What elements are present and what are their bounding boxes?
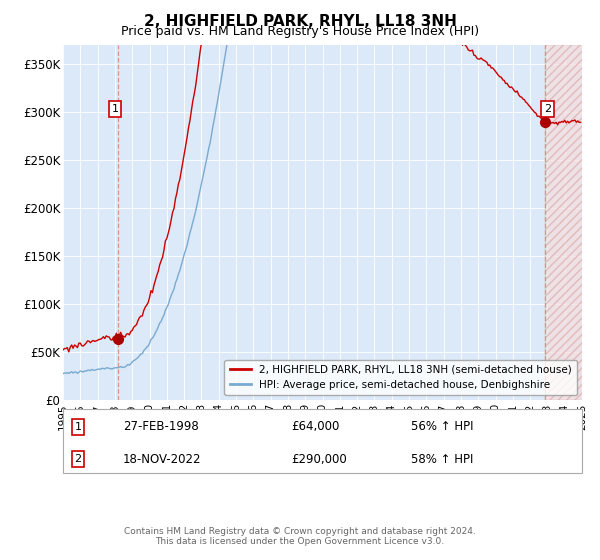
Text: £290,000: £290,000 [291, 452, 347, 465]
Text: Contains HM Land Registry data © Crown copyright and database right 2024.
This d: Contains HM Land Registry data © Crown c… [124, 526, 476, 546]
Text: £64,000: £64,000 [291, 421, 340, 433]
Text: 2, HIGHFIELD PARK, RHYL, LL18 3NH: 2, HIGHFIELD PARK, RHYL, LL18 3NH [143, 14, 457, 29]
Text: 58% ↑ HPI: 58% ↑ HPI [411, 452, 473, 465]
Text: Price paid vs. HM Land Registry's House Price Index (HPI): Price paid vs. HM Land Registry's House … [121, 25, 479, 38]
Text: 1: 1 [112, 104, 119, 114]
Bar [545, 45, 590, 400]
Text: 27-FEB-1998: 27-FEB-1998 [123, 421, 199, 433]
Text: 1: 1 [74, 422, 82, 432]
Text: 18-NOV-2022: 18-NOV-2022 [123, 452, 202, 465]
Legend: 2, HIGHFIELD PARK, RHYL, LL18 3NH (semi-detached house), HPI: Average price, sem: 2, HIGHFIELD PARK, RHYL, LL18 3NH (semi-… [224, 360, 577, 395]
Text: 2: 2 [74, 454, 82, 464]
Text: 2: 2 [544, 104, 551, 114]
Text: 56% ↑ HPI: 56% ↑ HPI [411, 421, 473, 433]
